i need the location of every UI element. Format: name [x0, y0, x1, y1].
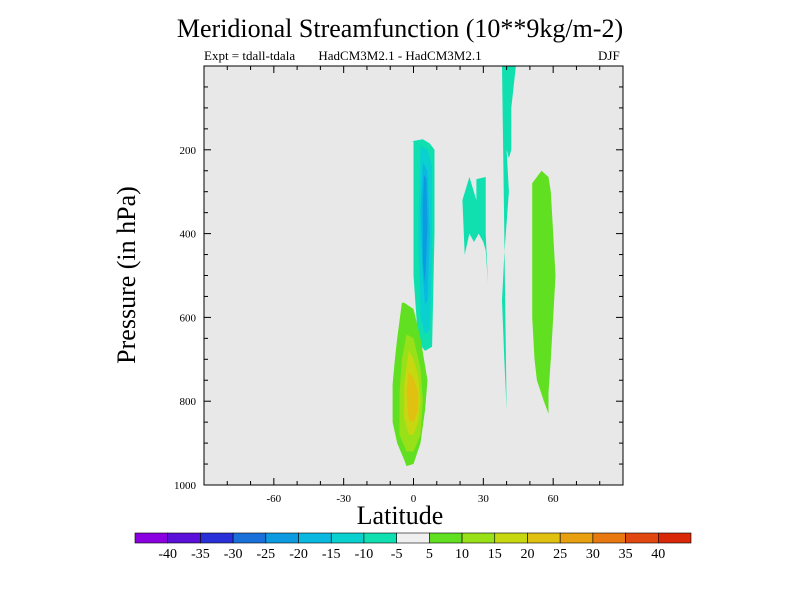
colorbar-swatch — [494, 532, 528, 544]
colorbar-label: 15 — [488, 547, 502, 562]
colorbar-label: 35 — [619, 547, 633, 562]
colorbar-swatch — [429, 532, 463, 544]
season-label: DJF — [598, 48, 620, 63]
y-tick-label: 1000 — [174, 480, 197, 492]
colorbar-label: 30 — [586, 547, 600, 562]
colorbar-swatch — [200, 532, 234, 544]
colorbar-label: -20 — [289, 547, 308, 562]
colorbar-label: 5 — [426, 547, 433, 562]
colorbar-label: -5 — [391, 547, 403, 562]
colorbar-label: -15 — [322, 547, 341, 562]
colorbar-swatch — [396, 532, 430, 544]
x-axis-label: Latitude — [356, 501, 444, 530]
colorbar-swatch — [559, 532, 594, 544]
contour-group — [392, 66, 556, 467]
colorbar-label: -35 — [191, 547, 210, 562]
y-tick-label: 200 — [180, 145, 197, 157]
colorbar-swatch — [265, 532, 299, 544]
colorbar-label: -25 — [256, 547, 275, 562]
colorbar-swatch — [363, 532, 397, 544]
colorbar-swatch — [625, 532, 659, 544]
colorbar-swatch — [298, 532, 332, 544]
colorbar-swatch — [461, 532, 496, 544]
colorbar-swatch — [134, 532, 169, 544]
contour-region-4 — [462, 177, 488, 284]
experiment-label: Expt = tdall-tdala — [204, 48, 296, 63]
contour-region-10 — [406, 371, 419, 423]
y-tick-label: 800 — [180, 396, 197, 408]
colorbar-label: -30 — [224, 547, 243, 562]
y-tick-label: 600 — [180, 312, 197, 324]
chart-title: Meridional Streamfunction (10**9kg/m-2) — [176, 14, 624, 43]
x-tick-label: 30 — [478, 493, 490, 505]
colorbar-swatch — [330, 532, 365, 544]
colorbar-label: 10 — [455, 547, 469, 562]
model-comparison-label: HadCM3M2.1 - HadCM3M2.1 — [318, 48, 482, 63]
x-tick-label: -60 — [266, 493, 281, 505]
colorbar-label: 40 — [651, 547, 665, 562]
colorbar-swatch — [232, 532, 267, 544]
contour-region-6 — [532, 170, 556, 414]
contour-region-3 — [422, 174, 428, 284]
x-tick-label: 0 — [411, 493, 417, 505]
colorbar-swatch — [657, 532, 692, 544]
y-tick-label: 400 — [180, 229, 197, 241]
x-tick-label: 60 — [548, 493, 560, 505]
contour-region-5 — [502, 66, 516, 410]
x-tick-label: -30 — [336, 493, 351, 505]
colorbar-label: 25 — [553, 547, 567, 562]
colorbar-label: 20 — [520, 547, 534, 562]
colorbar-label: -40 — [158, 547, 177, 562]
colorbar-swatch — [167, 532, 201, 544]
colorbar-swatch — [592, 532, 626, 544]
colorbar-swatch — [527, 532, 561, 544]
colorbar-label: -10 — [355, 547, 374, 562]
